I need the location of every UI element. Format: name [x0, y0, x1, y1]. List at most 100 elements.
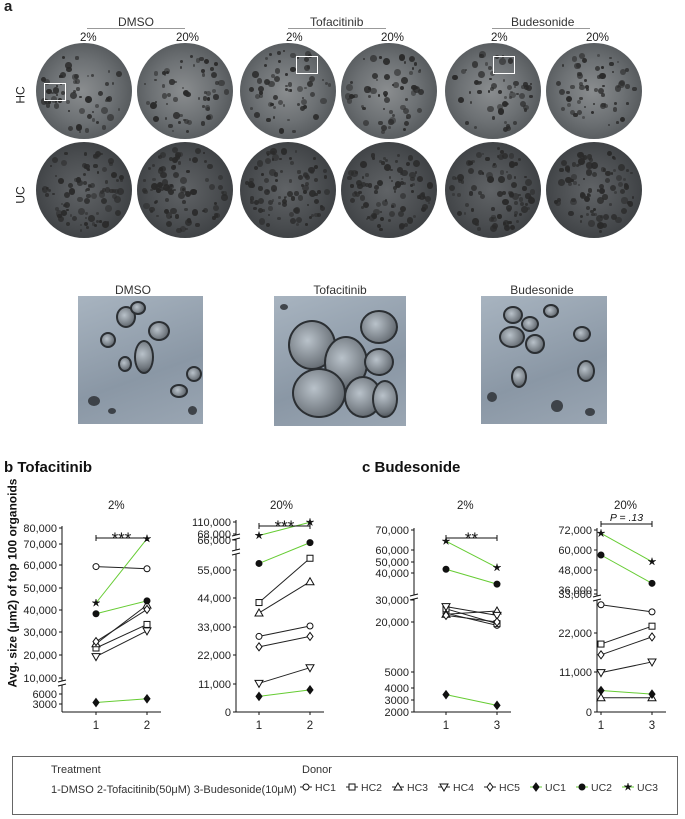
series-line-uc1	[600, 690, 653, 695]
axis-break-mark	[592, 594, 602, 598]
series-line-hc5	[445, 614, 498, 623]
y-tick-label: 33,000	[558, 589, 592, 601]
axis-break-mark	[592, 598, 602, 602]
axis-break-mark	[57, 679, 67, 683]
y-tick-label: 4000	[385, 683, 409, 695]
legend-label: HC5	[499, 782, 520, 794]
star-filled-marker	[596, 528, 606, 538]
axis-break	[410, 595, 418, 599]
axis-break-mark	[409, 593, 419, 597]
series-line-uc1	[258, 689, 311, 697]
series-line-hc1	[445, 612, 498, 626]
triangle-down-open-marker	[254, 679, 264, 689]
legend-label: HC4	[453, 782, 474, 794]
organoid-well-image	[137, 142, 233, 238]
star-filled-marker	[492, 562, 502, 572]
circle-filled-marker	[442, 565, 450, 573]
row-label-uc: UC	[13, 186, 28, 204]
legend-item-uc2: UC2	[576, 782, 612, 794]
square-open-marker	[597, 640, 605, 648]
x-tick-label: 1	[598, 720, 604, 732]
series-line-uc3	[600, 532, 653, 563]
organoid-well-image	[546, 142, 642, 238]
significance-label: ***	[112, 529, 132, 548]
organoid-well-image	[546, 43, 642, 139]
chart-title: 2%	[457, 500, 474, 512]
chart-2: 20% 0 11,000 22,000 33,000 44,000 55,000 66,000…	[192, 500, 324, 732]
panel-a-letter: a	[4, 0, 13, 15]
zoom-caption-tofacitinib: Tofacitinib	[313, 283, 367, 297]
diamond-open-marker	[442, 610, 450, 621]
y-tick-label: 110,000	[192, 517, 231, 529]
triangle-down-open-marker	[596, 669, 606, 678]
series-line-uc3	[258, 521, 311, 536]
y-tick-label: 11,000	[559, 667, 592, 679]
series-line-hc5	[95, 609, 148, 642]
series-line-uc2	[445, 568, 498, 585]
axis-break	[232, 535, 240, 539]
square-open-marker	[348, 783, 356, 791]
legend-item-hc4: HC4	[438, 782, 474, 794]
legend-donor-title: Donor	[302, 764, 332, 776]
axis-break	[232, 550, 240, 554]
y-tick-label: 68,000	[197, 529, 231, 541]
series-line-hc1	[258, 625, 311, 637]
legend-box: Treatment 1-DMSO 2-Tofacitinib(50μM) 3-B…	[12, 756, 678, 815]
y-tick-label: 80,000	[23, 523, 57, 535]
y-tick-label: 30,000	[375, 595, 409, 607]
panel-c-title: c Budesonide	[362, 459, 461, 476]
group-header-tofacitinib: Tofacitinib	[310, 15, 364, 29]
y-tick-label: 20,000	[23, 650, 57, 662]
x-tick-label: 3	[649, 720, 655, 732]
zoom-image-dmso	[78, 296, 203, 424]
y-tick-label: 2000	[385, 707, 409, 719]
y-tick-label: 50,000	[23, 583, 57, 595]
circle-filled-marker	[493, 580, 501, 588]
diamond-filled-marker	[597, 685, 605, 696]
y-tick-label: 44,000	[197, 593, 231, 605]
y-tick-label: 70,000	[23, 539, 57, 551]
y-tick-label: 50,000	[375, 557, 409, 569]
significance-label: **	[465, 529, 479, 548]
legend-treatment-text: 1-DMSO 2-Tofacitinib(50μM) 3-Budesonide(…	[51, 784, 297, 796]
pct-label: 2%	[491, 32, 508, 44]
series-line-hc2	[600, 625, 653, 645]
y-tick-label: 22,000	[558, 628, 592, 640]
star-filled-marker	[91, 598, 101, 607]
diamond-filled-marker	[493, 700, 501, 711]
triangle-down-open-marker	[91, 653, 101, 662]
series-line-hc4	[445, 606, 498, 616]
y-tick-label: 40,000	[23, 605, 57, 617]
diamond-open-marker	[493, 617, 501, 627]
y-tick-label: 5000	[385, 667, 409, 679]
series-line-uc1	[445, 694, 498, 706]
axis-break	[58, 681, 66, 685]
legend-label: UC2	[591, 782, 612, 794]
circle-open-marker	[306, 622, 314, 630]
x-tick-label: 1	[93, 720, 99, 732]
series-line-hc1	[600, 604, 653, 613]
organoid-well-image	[341, 142, 437, 238]
x-tick-label: 3	[494, 720, 500, 732]
zoom-caption-budesonide: Budesonide	[510, 283, 574, 297]
organoid-well-image	[36, 43, 132, 139]
diamond-open-marker	[648, 632, 656, 642]
legend-item-uc1: UC1	[530, 782, 566, 794]
significance-label: ***	[275, 517, 295, 536]
series-line-hc4	[258, 667, 311, 684]
circle-filled-marker	[143, 597, 151, 605]
circle-open-marker	[302, 783, 310, 791]
series-line-uc2	[258, 542, 311, 564]
diamond-open-marker	[255, 642, 263, 652]
y-tick-label: 55,000	[197, 565, 231, 577]
y-tick-label: 72,000	[558, 525, 592, 537]
series-line-hc2	[258, 557, 311, 603]
diamond-open-marker	[597, 649, 605, 660]
zoom-caption-dmso: DMSO	[115, 283, 151, 297]
y-tick-label: 0	[586, 707, 592, 719]
pct-label: 20%	[381, 32, 405, 44]
group-header-dmso: DMSO	[118, 15, 154, 29]
group-header-budesonide: Budesonide	[511, 15, 575, 29]
square-open-marker	[255, 599, 263, 607]
diamond-filled-marker	[306, 685, 314, 695]
